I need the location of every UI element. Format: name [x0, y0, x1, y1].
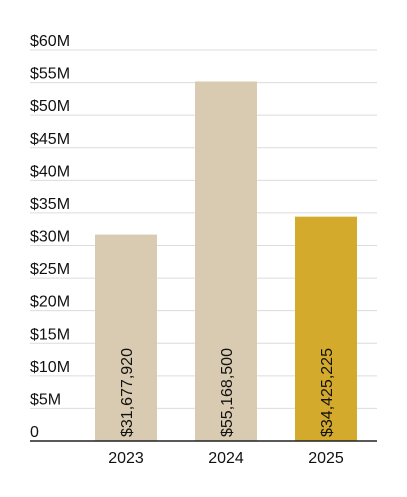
x-tick-label: 2024	[208, 450, 244, 467]
y-axis-tick-labels: 0 $5M $10M $15M $20M $25M $30M $35M $40M $45M $50M…	[30, 33, 70, 441]
y-tick-label: $5M	[30, 391, 61, 408]
y-tick-label: $15M	[30, 326, 70, 343]
y-tick-label: $20M	[30, 294, 70, 311]
bar-2023	[95, 234, 157, 441]
y-tick-label: $40M	[30, 163, 70, 180]
data-label: $34,425,225	[319, 348, 336, 437]
bar-data-labels: $31,677,920 $55,168,500 $34,425,225	[119, 348, 336, 437]
data-label: $31,677,920	[119, 348, 136, 437]
y-tick-label: $55M	[30, 66, 70, 83]
y-tick-label: $45M	[30, 131, 70, 148]
bar-2024	[195, 81, 257, 441]
bars	[95, 81, 357, 441]
y-tick-label: $60M	[30, 33, 70, 50]
y-tick-label: $35M	[30, 196, 70, 213]
x-axis-category-labels: 2023 2024 2025	[108, 450, 344, 467]
y-tick-label: 0	[30, 424, 39, 441]
y-tick-label: $10M	[30, 359, 70, 376]
y-tick-label: $25M	[30, 261, 70, 278]
data-label: $55,168,500	[219, 348, 236, 437]
bar-2025	[295, 216, 357, 441]
x-tick-label: 2025	[308, 450, 344, 467]
y-tick-label: $50M	[30, 98, 70, 115]
x-tick-label: 2023	[108, 450, 144, 467]
y-tick-label: $30M	[30, 229, 70, 246]
